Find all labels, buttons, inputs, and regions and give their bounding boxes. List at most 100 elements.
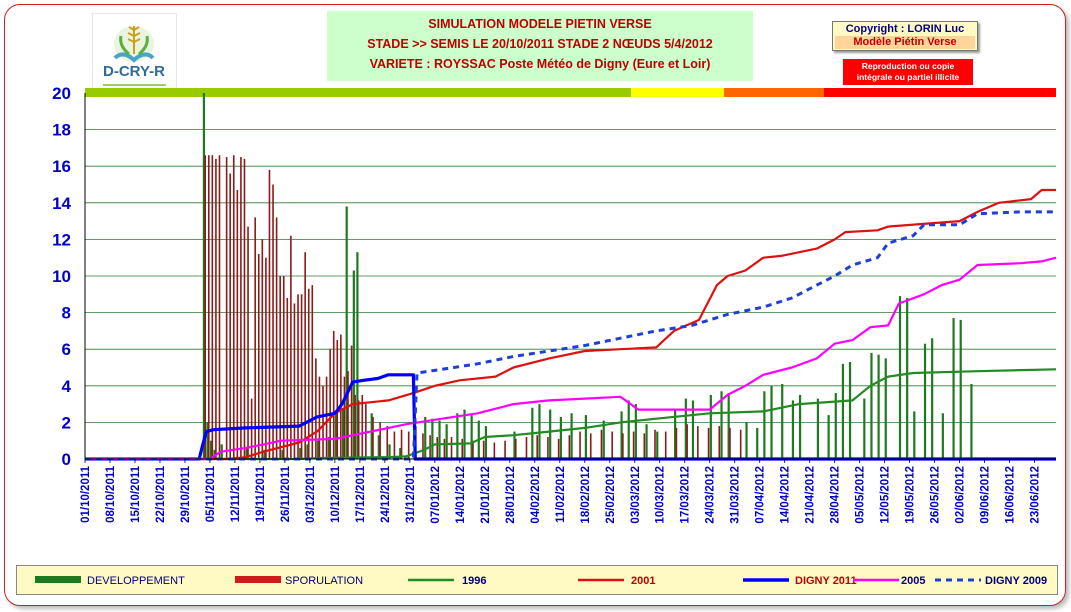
series-line-2005 xyxy=(85,256,1057,461)
bar-sporulation xyxy=(557,438,560,459)
bar-sporulation xyxy=(315,358,317,459)
bar-developpement xyxy=(345,206,348,459)
x-tick-label: 18/02/2012 xyxy=(580,466,592,524)
bar-sporulation xyxy=(350,345,353,459)
bar-developpement xyxy=(848,362,852,459)
bar-developpement xyxy=(834,393,837,459)
x-tick-label: 19/11/2011 xyxy=(255,465,267,522)
series-line-1996 xyxy=(85,368,1057,461)
bar-developpement xyxy=(877,354,880,459)
x-tick-label: 17/03/2012 xyxy=(680,466,692,524)
bar-sporulation xyxy=(265,257,267,459)
bar-sporulation xyxy=(729,427,731,459)
bar-sporulation xyxy=(236,189,239,460)
bar-sporulation xyxy=(293,303,296,459)
bar-developpement xyxy=(709,394,712,459)
bar-developpement xyxy=(923,343,927,459)
bar-developpement xyxy=(720,391,723,459)
title-box: SIMULATION MODELE PIETIN VERSE STADE >> … xyxy=(327,11,753,81)
bar-developpement xyxy=(299,448,302,459)
bar-developpement xyxy=(634,404,637,459)
bar-sporulation xyxy=(493,442,496,459)
bar-developpement xyxy=(763,391,766,459)
bar-developpement xyxy=(281,449,284,459)
x-tick-label: 19/05/2012 xyxy=(905,466,917,524)
bar-sporulation xyxy=(257,254,260,459)
x-tick-label: 07/04/2012 xyxy=(755,466,767,524)
stage-segment xyxy=(724,88,824,97)
x-tick-label: 05/11/2011 xyxy=(205,465,217,522)
bar-sporulation xyxy=(643,433,646,459)
bar-developpement xyxy=(470,415,473,459)
bar-developpement xyxy=(388,444,391,459)
bar-developpement xyxy=(456,413,459,459)
bar-sporulation xyxy=(336,340,339,459)
bar-developpement xyxy=(513,431,516,459)
bar-developpement xyxy=(377,435,380,459)
logo-text: D-CRY-R xyxy=(103,63,165,80)
x-tick-label: 28/04/2012 xyxy=(830,466,842,524)
bar-sporulation xyxy=(622,433,624,459)
x-tick-label: 31/03/2012 xyxy=(730,466,742,524)
chart-title: SIMULATION MODELE PIETIN VERSE xyxy=(428,17,652,31)
x-tick-label: 17/12/2011 xyxy=(355,465,367,523)
bar-sporulation xyxy=(400,429,403,459)
bar-developpement xyxy=(431,418,434,459)
series-line-digny-2011 xyxy=(85,373,1056,461)
bar-developpement xyxy=(438,420,441,459)
bar-sporulation xyxy=(218,155,221,459)
bar-sporulation xyxy=(436,437,439,459)
x-tick-label: 16/06/2012 xyxy=(1005,466,1017,524)
bar-sporulation xyxy=(525,437,528,459)
bar-developpement xyxy=(484,426,488,459)
bar-sporulation xyxy=(240,157,242,460)
bar-developpement xyxy=(674,409,677,459)
x-tick-label: 25/02/2012 xyxy=(605,466,617,524)
bar-developpement xyxy=(202,93,206,459)
bar-sporulation xyxy=(282,276,285,459)
x-tick-label: 21/04/2012 xyxy=(805,466,817,524)
bar-sporulation xyxy=(325,376,328,459)
bar-developpement xyxy=(827,415,830,459)
bar-sporulation xyxy=(290,235,292,459)
y-tick-label: 0 xyxy=(62,450,71,469)
legend-label: 2005 xyxy=(901,575,925,587)
series-line-2001 xyxy=(85,188,1056,461)
bar-developpement xyxy=(841,363,845,459)
legend-label: 2001 xyxy=(631,575,655,587)
bar-developpement xyxy=(399,448,402,459)
bar-developpement xyxy=(327,437,330,459)
legend-swatch xyxy=(35,576,81,583)
reproduction-warning-line2: intégrale ou partiel illicite xyxy=(856,72,960,82)
bar-sporulation xyxy=(514,438,517,459)
bar-sporulation xyxy=(215,158,217,459)
stage-segment xyxy=(823,88,1056,97)
bar-developpement xyxy=(727,393,730,459)
dcryr-logo: D-CRY-R xyxy=(92,13,177,98)
bar-developpement xyxy=(863,398,866,459)
bar-sporulation xyxy=(422,433,424,459)
logo-graphic: D-CRY-R xyxy=(103,26,166,91)
x-tick-label: 07/01/2012 xyxy=(430,466,442,524)
legend-label: SPORULATION xyxy=(285,575,363,587)
x-tick-label: 26/11/2011 xyxy=(280,465,292,522)
bar-sporulation xyxy=(347,371,349,459)
bar-sporulation xyxy=(372,416,374,459)
chart-subtitle-stage: STADE >> SEMIS LE 20/10/2011 STADE 2 NŒU… xyxy=(367,37,713,51)
x-tick-label: 26/05/2012 xyxy=(930,466,942,524)
x-tick-label: 12/11/2011 xyxy=(230,465,242,522)
bar-sporulation xyxy=(393,431,396,459)
x-tick-label: 22/10/2011 xyxy=(155,465,167,523)
x-tick-label: 08/10/2011 xyxy=(105,465,117,523)
x-tick-label: 29/10/2011 xyxy=(180,465,192,523)
bar-developpement xyxy=(970,383,973,459)
x-tick-label: 02/06/2012 xyxy=(955,466,967,524)
x-tick-label: 21/01/2012 xyxy=(480,466,492,524)
bar-developpement xyxy=(342,407,345,459)
bar-sporulation xyxy=(225,157,228,460)
bar-sporulation xyxy=(229,173,231,459)
bar-sporulation xyxy=(589,433,592,459)
bar-sporulation xyxy=(718,426,721,459)
x-tick-label: 31/12/2011 xyxy=(405,465,417,523)
bar-sporulation xyxy=(632,431,635,459)
